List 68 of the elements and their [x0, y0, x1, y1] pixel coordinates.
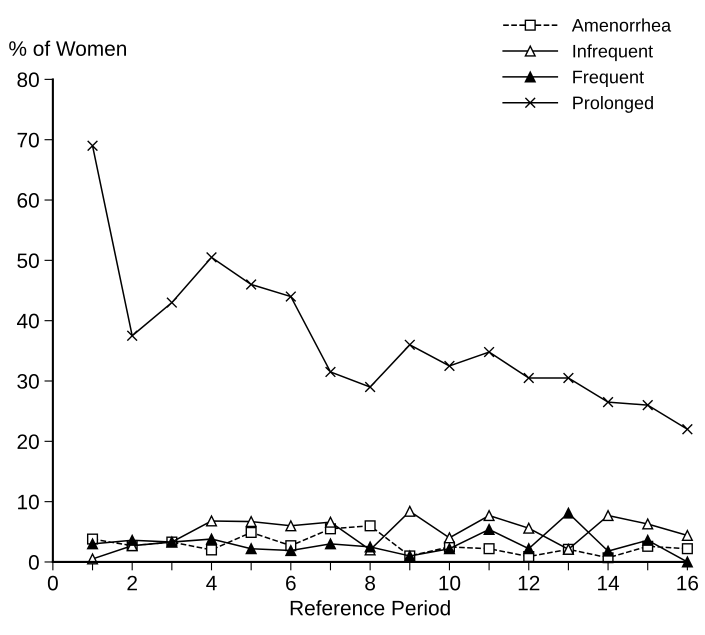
point [523, 522, 534, 534]
x-tick-label: 10 [439, 576, 460, 590]
point [682, 530, 693, 541]
y-tick-label: 40 [16, 314, 39, 328]
y-tick-label: 20 [18, 434, 39, 450]
x-axis-title: Reference Period [290, 600, 450, 616]
point [246, 278, 257, 290]
point [364, 520, 376, 532]
point [642, 518, 654, 530]
point [206, 252, 218, 263]
y-tick-label: 0 [28, 554, 39, 570]
x-tick-label: 12 [518, 576, 540, 590]
point [246, 526, 257, 538]
point [682, 424, 693, 435]
point [523, 543, 534, 554]
y-tick-label: 50 [17, 253, 39, 268]
point [206, 515, 218, 527]
point [285, 290, 296, 302]
y-tick-label: 70 [18, 132, 39, 148]
y-tick-label: 10 [18, 494, 39, 510]
x-tick-label: 0 [48, 576, 58, 590]
y-axis-title: % of Women [9, 40, 126, 56]
point [206, 544, 218, 556]
x-tick-label: 2 [127, 576, 137, 590]
x-tick-label: 8 [365, 576, 376, 590]
point [404, 339, 416, 350]
point [602, 510, 614, 522]
point [324, 538, 336, 550]
point [324, 366, 336, 378]
x-tick-label: 4 [206, 576, 217, 590]
x-tick-label: 14 [598, 576, 620, 590]
point [682, 543, 693, 554]
x-tick-label: 6 [286, 576, 296, 590]
y-tick-label: 80 [17, 72, 39, 88]
point [285, 544, 296, 556]
point [126, 534, 138, 546]
point [562, 508, 574, 519]
point [86, 140, 98, 152]
legend-label: Infrequent [573, 44, 653, 62]
legend-label: Frequent [573, 70, 644, 87]
point [246, 543, 257, 554]
point [562, 372, 574, 384]
y-tick-label: 30 [17, 374, 39, 389]
y-tick-label: 60 [18, 193, 39, 208]
legend-label: Prolonged [573, 96, 653, 113]
point [602, 546, 614, 557]
point [444, 532, 455, 544]
legend-label: Amenorrhea [572, 18, 672, 32]
point [484, 346, 495, 358]
point [246, 516, 257, 528]
point [444, 360, 455, 372]
point [126, 330, 138, 342]
point [602, 396, 614, 408]
point [484, 543, 495, 554]
point [642, 400, 654, 411]
x-tick-label: 16 [677, 576, 698, 590]
point [364, 381, 376, 393]
point [166, 297, 178, 308]
point [206, 533, 218, 545]
point [364, 541, 376, 552]
point [404, 506, 416, 517]
point [285, 520, 296, 532]
point [484, 510, 495, 522]
point [523, 372, 534, 384]
point [642, 534, 654, 546]
point [484, 524, 495, 535]
point [86, 538, 98, 550]
point [324, 516, 336, 528]
